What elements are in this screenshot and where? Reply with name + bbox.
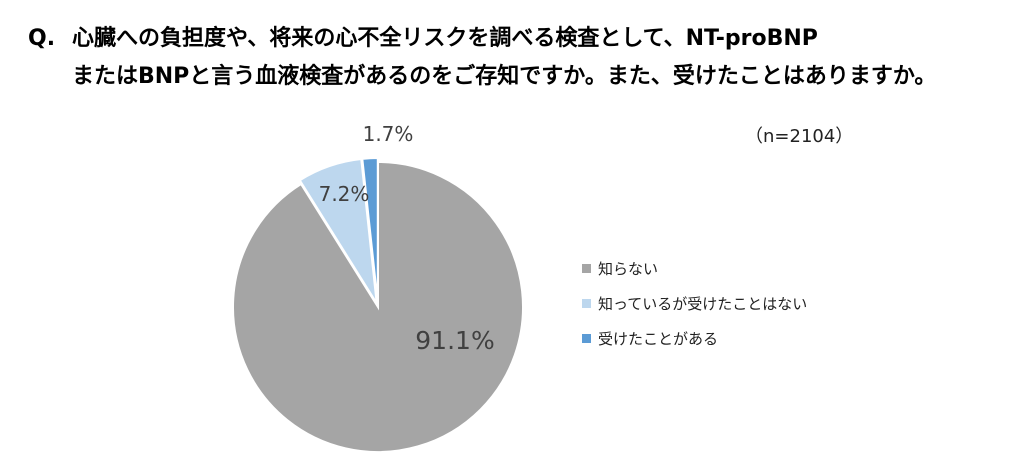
legend-item-shiranai: 知らない xyxy=(582,258,807,278)
legend-item-shitteiru: 知っているが受けたことはない xyxy=(582,293,807,313)
question-line-1-text: 心臓への負担度や、将来の心不全リスクを調べる検査として、NT-proBNP xyxy=(72,26,818,51)
question-line-1: Q. 心臓への負担度や、将来の心不全リスクを調べる検査として、NT-proBNP xyxy=(28,20,1008,58)
legend-swatch-shiranai xyxy=(582,263,591,273)
slice-label-shiranai: 91.1% xyxy=(415,326,494,355)
legend-label-shiranai: 知らない xyxy=(598,259,659,278)
legend-swatch-uketa xyxy=(582,333,591,343)
legend-label-uketa: 受けたことがある xyxy=(598,329,719,348)
question-prefix: Q. xyxy=(28,26,56,51)
slice-label-shitteiru: 7.2% xyxy=(319,182,370,206)
legend-swatch-shitteiru xyxy=(582,298,591,308)
question-line-2: またはBNPと言う血液検査があるのをご存知ですか。また、受けたことはありますか。 xyxy=(72,64,937,89)
sample-size-label: （n=2104） xyxy=(745,126,854,147)
slice-label-uketa: 1.7% xyxy=(363,122,414,146)
question-text: Q. 心臓への負担度や、将来の心不全リスクを調べる検査として、NT-proBNP … xyxy=(28,20,1008,96)
legend-item-uketa: 受けたことがある xyxy=(582,328,807,348)
legend-label-shitteiru: 知っているが受けたことはない xyxy=(598,294,808,313)
slice-uketa xyxy=(361,157,379,304)
slice-shitteiru xyxy=(298,157,378,304)
legend: 知らない 知っているが受けたことはない 受けたことがある xyxy=(582,258,807,363)
slice-shiranai xyxy=(232,160,524,453)
